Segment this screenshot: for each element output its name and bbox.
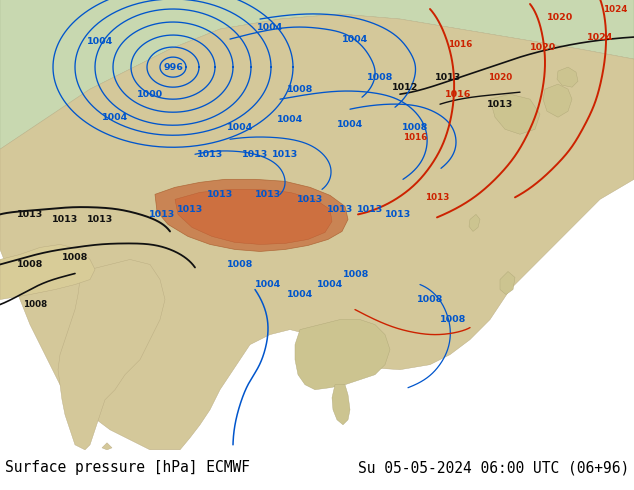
Polygon shape bbox=[332, 385, 350, 425]
Text: 1008: 1008 bbox=[227, 260, 253, 269]
Text: 1008: 1008 bbox=[402, 122, 428, 132]
Text: 996: 996 bbox=[163, 63, 183, 72]
Polygon shape bbox=[490, 94, 540, 134]
Polygon shape bbox=[0, 0, 634, 149]
Text: 1004: 1004 bbox=[257, 23, 283, 31]
Polygon shape bbox=[102, 443, 112, 450]
Polygon shape bbox=[58, 260, 165, 450]
Text: 1013: 1013 bbox=[272, 150, 298, 159]
Text: 1013: 1013 bbox=[87, 215, 113, 224]
Text: 1013: 1013 bbox=[327, 205, 353, 214]
Polygon shape bbox=[155, 179, 348, 251]
Text: 1008: 1008 bbox=[17, 260, 43, 269]
Polygon shape bbox=[0, 245, 95, 299]
Text: 1013: 1013 bbox=[297, 195, 323, 204]
Text: 1008: 1008 bbox=[61, 253, 88, 262]
Text: 1013: 1013 bbox=[435, 73, 461, 82]
Text: 1004: 1004 bbox=[287, 290, 313, 299]
Text: 1016: 1016 bbox=[445, 90, 471, 98]
Polygon shape bbox=[557, 67, 578, 87]
Polygon shape bbox=[469, 215, 480, 231]
Text: 1004: 1004 bbox=[317, 280, 343, 289]
Text: 1020: 1020 bbox=[488, 73, 512, 82]
Text: 1016: 1016 bbox=[448, 40, 472, 49]
Polygon shape bbox=[500, 271, 515, 294]
Text: 1008: 1008 bbox=[23, 300, 47, 309]
Text: 1020: 1020 bbox=[530, 43, 556, 51]
Text: 1004: 1004 bbox=[342, 35, 368, 44]
Polygon shape bbox=[543, 84, 572, 117]
Polygon shape bbox=[175, 189, 332, 245]
Text: Su 05-05-2024 06:00 UTC (06+96): Su 05-05-2024 06:00 UTC (06+96) bbox=[358, 461, 629, 475]
Text: 1004: 1004 bbox=[102, 113, 128, 122]
Text: 1008: 1008 bbox=[417, 295, 443, 304]
Text: 1013: 1013 bbox=[17, 210, 43, 219]
Text: 1013: 1013 bbox=[149, 210, 175, 219]
Text: 1008: 1008 bbox=[440, 315, 466, 324]
Text: 1013: 1013 bbox=[197, 150, 223, 159]
Text: 1024: 1024 bbox=[587, 32, 613, 42]
Text: 1004: 1004 bbox=[87, 37, 113, 46]
Text: 1008: 1008 bbox=[287, 85, 313, 94]
Text: 1013: 1013 bbox=[255, 190, 281, 199]
Text: 1013: 1013 bbox=[52, 215, 78, 224]
Text: 1020: 1020 bbox=[547, 13, 573, 22]
Text: 1004: 1004 bbox=[277, 115, 303, 123]
Polygon shape bbox=[295, 319, 390, 390]
Text: 1004: 1004 bbox=[227, 122, 253, 132]
Text: 1013: 1013 bbox=[385, 210, 411, 219]
Text: 1013: 1013 bbox=[177, 205, 203, 214]
Text: 1013: 1013 bbox=[242, 150, 268, 159]
Text: 1012: 1012 bbox=[392, 83, 418, 92]
Text: 1013: 1013 bbox=[357, 205, 383, 214]
Text: 1013: 1013 bbox=[487, 99, 513, 109]
Text: 1008: 1008 bbox=[343, 270, 369, 279]
Text: 1000: 1000 bbox=[137, 90, 163, 98]
Text: 1024: 1024 bbox=[603, 4, 627, 14]
Text: 1004: 1004 bbox=[255, 280, 281, 289]
Text: 1016: 1016 bbox=[403, 133, 427, 142]
Text: 1004: 1004 bbox=[337, 120, 363, 129]
Text: Surface pressure [hPa] ECMWF: Surface pressure [hPa] ECMWF bbox=[5, 461, 250, 475]
Polygon shape bbox=[0, 14, 634, 450]
Text: 1013: 1013 bbox=[207, 190, 233, 199]
Text: 1008: 1008 bbox=[367, 73, 393, 82]
Text: 1013: 1013 bbox=[425, 193, 449, 202]
